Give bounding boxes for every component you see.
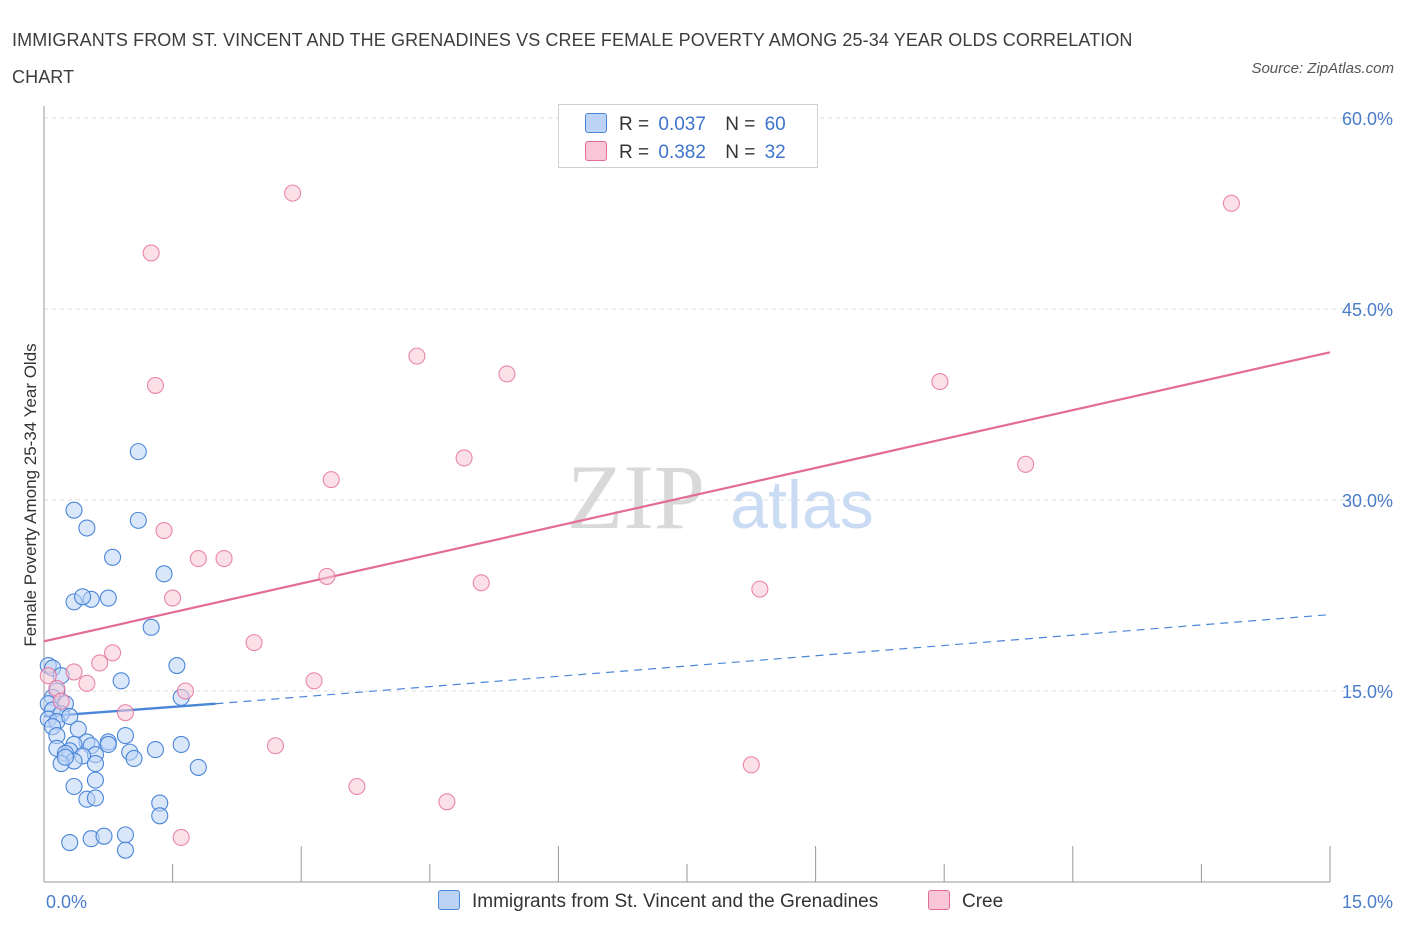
data-point-cree (65, 663, 83, 681)
data-point-cree (1017, 455, 1035, 473)
data-point-cree (155, 522, 173, 540)
data-point-cree (39, 667, 57, 685)
data-point-cree (146, 376, 165, 394)
data-point-cree (189, 550, 207, 568)
data-point-immigrants (74, 588, 92, 606)
legend-n-label: N = (725, 114, 756, 135)
data-point-immigrants (86, 755, 104, 773)
data-point-cree (78, 674, 96, 692)
legend-r-label: R = (619, 114, 650, 135)
data-point-immigrants (146, 741, 165, 759)
data-point-immigrants (168, 656, 186, 675)
data-point-cree (91, 654, 109, 672)
data-point-cree (176, 682, 195, 700)
data-point-immigrants (155, 565, 173, 583)
y-tick-label: 60.0% (1342, 109, 1393, 129)
trendline-immigrants-extension (215, 614, 1331, 705)
data-point-immigrants (189, 758, 207, 776)
data-point-cree (318, 567, 336, 585)
data-point-immigrants (125, 749, 143, 768)
watermark: ZIP atlas (567, 446, 874, 548)
data-point-cree (305, 672, 323, 690)
data-point-immigrants (129, 443, 147, 461)
data-point-cree (472, 574, 490, 592)
data-point-immigrants (151, 807, 169, 825)
legend-swatch-pink (585, 141, 607, 161)
source-label: Source: ZipAtlas.com (1251, 60, 1394, 77)
watermark-atlas: atlas (730, 467, 874, 543)
y-tick-label: 15.0% (1342, 682, 1393, 702)
data-point-immigrants (86, 789, 104, 807)
data-point-cree (438, 793, 456, 811)
points-series-immigrants (39, 443, 207, 859)
data-point-cree (322, 471, 340, 489)
bottom-legend-label: Cree (962, 891, 1004, 912)
data-point-cree (408, 347, 426, 365)
bottom-legend-swatch-pink (928, 890, 950, 910)
data-point-cree (245, 634, 263, 652)
data-point-cree (52, 692, 70, 710)
x-tick-label: 15.0% (1342, 892, 1393, 912)
data-point-cree (742, 756, 760, 774)
legend-r-value: 0.382 (658, 142, 706, 163)
y-axis-label: Female Poverty Among 25-34 Year Olds (21, 343, 40, 646)
data-point-cree (266, 737, 285, 755)
legend-n-value: 32 (764, 142, 786, 163)
legend-swatch-blue (585, 113, 607, 133)
data-point-cree (215, 550, 233, 568)
data-point-cree (164, 589, 182, 607)
data-point-immigrants (78, 519, 96, 537)
trendline-cree (43, 351, 1331, 643)
points-series-cree (39, 184, 1240, 846)
chart-title: IMMIGRANTS FROM ST. VINCENT AND THE GREN… (12, 30, 1133, 87)
data-point-immigrants (95, 827, 113, 845)
data-point-immigrants (86, 771, 104, 789)
bottom-legend-immigrants: Immigrants from St. Vincent and the Gren… (438, 890, 878, 913)
data-point-immigrants (104, 548, 122, 566)
data-point-immigrants (61, 833, 79, 852)
bottom-legend-label: Immigrants from St. Vincent and the Gren… (472, 891, 879, 912)
data-point-immigrants (65, 777, 83, 796)
data-point-immigrants (142, 618, 160, 636)
bottom-legend-cree: Cree (928, 890, 1003, 913)
data-point-cree (931, 373, 949, 391)
legend-r-value: 0.037 (658, 114, 706, 135)
gridlines (44, 117, 1392, 692)
data-point-cree (1222, 194, 1240, 212)
data-point-cree (348, 777, 366, 796)
data-point-immigrants (116, 841, 134, 859)
data-point-immigrants (65, 501, 83, 519)
y-tick-label: 30.0% (1342, 491, 1393, 511)
data-point-immigrants (61, 707, 79, 726)
data-point-cree (116, 704, 134, 722)
legend-r-label: R = (619, 142, 650, 163)
data-point-immigrants (99, 589, 117, 607)
data-point-immigrants (172, 735, 190, 754)
y-tick-label: 45.0% (1342, 300, 1393, 320)
data-point-cree (172, 828, 190, 846)
data-point-immigrants (56, 748, 74, 766)
data-point-cree (104, 644, 122, 662)
axes (43, 106, 1331, 883)
x-tick-label: 0.0% (46, 892, 87, 912)
legend-n-label: N = (725, 142, 756, 163)
data-point-immigrants (129, 511, 147, 529)
data-point-cree (455, 449, 473, 467)
data-point-immigrants (99, 735, 117, 754)
legend-row-cree: R = 0.382 N = 32 (585, 141, 786, 165)
legend-n-value: 60 (764, 114, 786, 135)
data-point-cree (751, 580, 769, 598)
data-point-immigrants (112, 672, 130, 690)
tick-labels: 15.0% 30.0% 45.0% 60.0% 0.0% 15.0% (46, 109, 1393, 912)
data-point-immigrants (116, 826, 134, 844)
data-point-cree (498, 365, 516, 383)
data-point-immigrants (116, 727, 134, 745)
legend-box: R = 0.037 N = 60 R = 0.382 N = 32 (558, 104, 818, 168)
data-point-cree (284, 184, 302, 202)
data-point-cree (142, 244, 160, 262)
legend-row-immigrants: R = 0.037 N = 60 (585, 113, 786, 137)
bottom-legend-swatch-blue (438, 890, 460, 910)
